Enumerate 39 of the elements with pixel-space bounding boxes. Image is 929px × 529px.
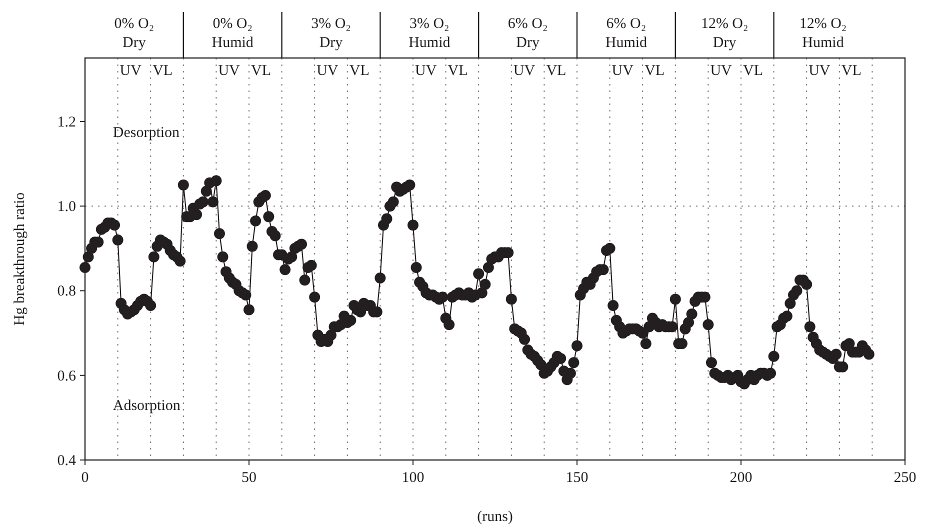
annotation: Desorption <box>112 125 180 142</box>
x-tick-label: 150 <box>566 470 588 486</box>
y-tick-label: 1.0 <box>57 199 76 216</box>
text: 0% O₂ Humid <box>212 16 254 51</box>
x-tick-label: 200 <box>730 470 752 486</box>
text: 12% O₂ Dry <box>700 16 748 51</box>
y-tick-label: 0.6 <box>57 368 76 384</box>
ref-line-label: VL <box>448 63 468 79</box>
ref-line-label: UV <box>218 63 240 79</box>
text: 12% O₂ Humid <box>799 16 847 51</box>
ref-line-label: UV <box>120 63 142 79</box>
ref-line-label: UV <box>316 63 338 79</box>
ref-line-label: VL <box>546 63 566 79</box>
text: 3% O₂ Dry <box>311 16 351 51</box>
text: 0% O₂ Dry <box>114 16 154 51</box>
text: 3% O₂ Humid <box>408 16 451 51</box>
y-tick-label: 0.4 <box>57 453 76 469</box>
ref-line-label: UV <box>415 63 437 79</box>
x-tick-label: 250 <box>894 470 916 486</box>
ref-line-label: VL <box>743 63 763 79</box>
ref-line-label: VL <box>251 63 271 79</box>
y-axis-title: Hg breakthrough ratio <box>12 192 28 326</box>
ref-line-label: VL <box>841 63 862 79</box>
text: 6% O₂ Humid <box>605 16 648 51</box>
ref-line-label: VL <box>644 63 665 79</box>
annotation: Adsorption <box>112 398 181 414</box>
ref-line-label: UV <box>513 63 536 79</box>
x-tick-label: 50 <box>242 470 256 486</box>
ref-line-label: VL <box>349 63 370 79</box>
x-axis-title: (runs) <box>477 509 513 525</box>
ref-line-label: VL <box>152 63 173 79</box>
x-tick-label: 0 <box>81 470 89 486</box>
ref-line-label: UV <box>612 63 634 79</box>
ref-line-label: UV <box>808 63 830 79</box>
ref-line-label: UV <box>710 63 732 79</box>
x-tick-label: 100 <box>402 470 424 486</box>
text: 6% O₂ Dry <box>508 16 548 51</box>
y-tick-label: 1.2 <box>57 114 76 130</box>
y-tick-label: 0.8 <box>57 284 76 300</box>
